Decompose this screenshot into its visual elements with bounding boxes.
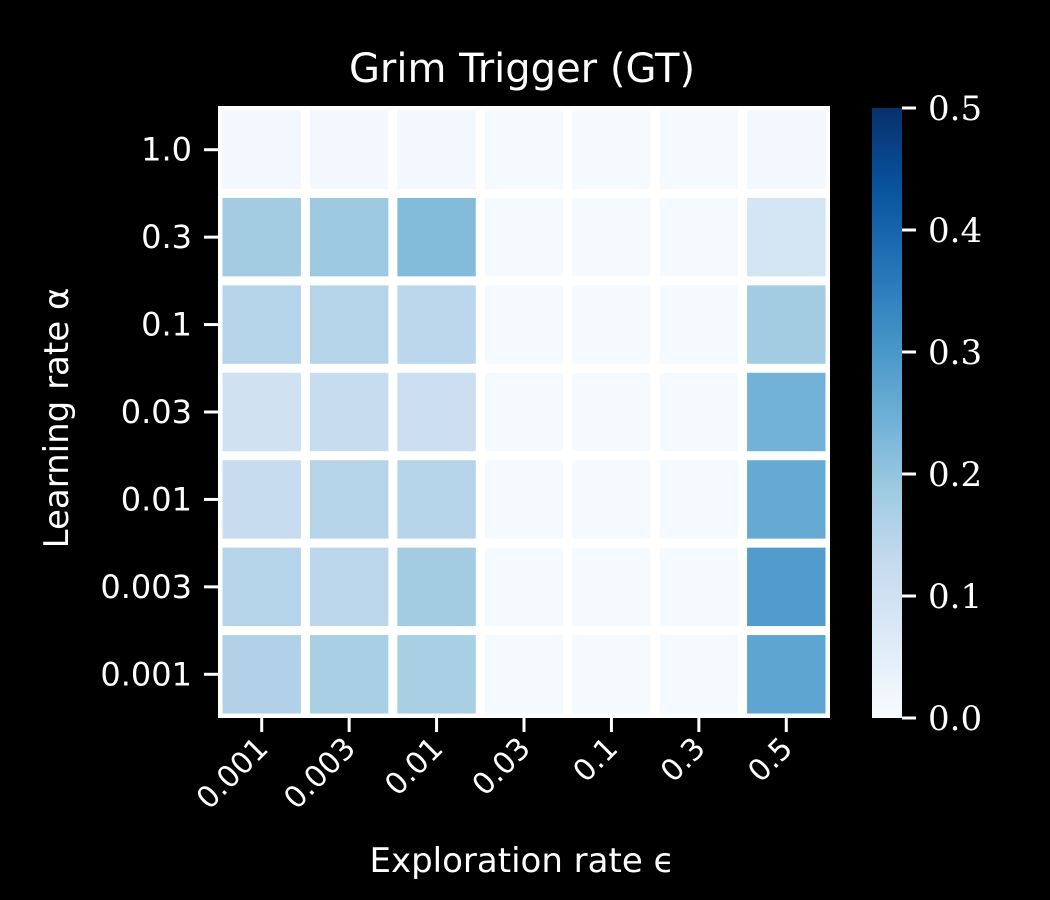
- heatmap-cell: [309, 285, 389, 364]
- heatmap-cell: [747, 372, 826, 452]
- heatmap-cell: [484, 547, 564, 627]
- colorbar-tick-label: 0.0: [928, 699, 982, 739]
- colorbar-tick-label: 0.2: [928, 455, 982, 495]
- y-tick-label: 1.0: [141, 131, 192, 169]
- x-tick-label: 0.003: [277, 731, 362, 816]
- heatmap-cell: [222, 110, 301, 189]
- x-tick-label: 0.1: [567, 731, 625, 789]
- heatmap-cell: [659, 460, 739, 539]
- colorbar-tick-label: 0.4: [928, 211, 982, 251]
- y-tick-label: 0.3: [141, 218, 192, 256]
- heatmap-cell: [659, 372, 739, 452]
- heatmap-cell: [484, 197, 564, 277]
- x-axis-ticks: 0.001 0.003 0.01 0.03 0.1 0.3 0.5: [190, 718, 800, 816]
- heatmap-cell: [222, 460, 301, 539]
- heatmap-cell: [397, 372, 476, 452]
- heatmap-cell: [572, 285, 651, 364]
- heatmap-cell: [572, 547, 651, 627]
- heatmap-cell: [747, 110, 826, 189]
- heatmap-cell: [484, 635, 564, 714]
- y-tick-label: 0.001: [100, 655, 192, 693]
- heatmap-cell: [222, 285, 301, 364]
- heatmap-cell: [397, 547, 476, 627]
- y-axis-ticks: 1.0 0.3 0.1 0.03 0.01 0.003 0.001: [100, 131, 218, 693]
- x-tick-label: 0.001: [190, 731, 275, 816]
- heatmap-cell: [309, 110, 389, 189]
- heatmap-cell: [484, 460, 564, 539]
- heatmap-cell: [747, 547, 826, 627]
- heatmap-cell: [222, 372, 301, 452]
- y-tick-label: 0.01: [121, 480, 192, 518]
- x-tick-label: 0.01: [378, 731, 450, 803]
- y-tick-label: 0.03: [121, 393, 192, 431]
- heatmap-cell: [747, 285, 826, 364]
- x-tick-label: 0.3: [654, 731, 712, 789]
- heatmap-cell: [747, 635, 826, 714]
- colorbar-tick-label: 0.1: [928, 577, 982, 617]
- x-tick-label: 0.03: [466, 731, 538, 803]
- heatmap-cell: [309, 460, 389, 539]
- x-axis-label: Exploration rate ϵ: [370, 841, 675, 881]
- colorbar: [872, 108, 902, 718]
- heatmap-cell: [222, 635, 301, 714]
- heatmap-cell: [397, 285, 476, 364]
- heatmap-cell: [222, 197, 301, 277]
- x-tick-label: 0.5: [741, 731, 799, 789]
- heatmap-cell: [659, 285, 739, 364]
- y-tick-label: 0.003: [100, 568, 192, 606]
- heatmap-cell: [397, 635, 476, 714]
- heatmap-cell: [659, 197, 739, 277]
- heatmap-cell: [484, 372, 564, 452]
- colorbar-tick-label: 0.5: [928, 89, 982, 129]
- heatmap-cell: [397, 460, 476, 539]
- heatmap-cell: [659, 110, 739, 189]
- heatmap-cell: [659, 547, 739, 627]
- y-axis-label: Learning rate α: [37, 288, 77, 549]
- heatmap-cell: [397, 197, 476, 277]
- heatmap-cell: [309, 547, 389, 627]
- heatmap-cell: [222, 547, 301, 627]
- heatmap-cell: [484, 285, 564, 364]
- heatmap-cell: [572, 635, 651, 714]
- colorbar-ticks: 0.0 0.1 0.2 0.3 0.4 0.5: [902, 89, 982, 739]
- y-tick-label: 0.1: [141, 306, 192, 344]
- heatmap-cell: [309, 197, 389, 277]
- heatmap-cell: [309, 635, 389, 714]
- heatmap-cell: [572, 372, 651, 452]
- heatmap-cells: [222, 110, 826, 714]
- heatmap-cell: [572, 460, 651, 539]
- heatmap-cell: [659, 635, 739, 714]
- heatmap-cell: [309, 372, 389, 452]
- colorbar-tick-label: 0.3: [928, 333, 982, 373]
- heatmap-cell: [747, 460, 826, 539]
- heatmap-cell: [484, 110, 564, 189]
- heatmap-cell: [572, 110, 651, 189]
- heatmap-cell: [397, 110, 476, 189]
- heatmap-cell: [747, 197, 826, 277]
- chart-title: Grim Trigger (GT): [349, 46, 695, 92]
- heatmap-cell: [572, 197, 651, 277]
